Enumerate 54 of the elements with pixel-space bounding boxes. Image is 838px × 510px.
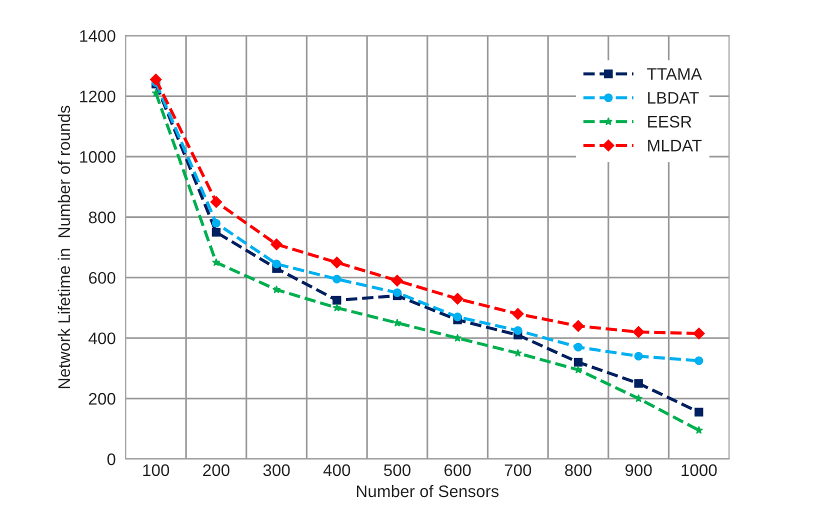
- point: [694, 356, 704, 366]
- x-tick-label: 500: [384, 464, 410, 476]
- point: [272, 260, 281, 268]
- point: [452, 292, 464, 305]
- legend-label: TTAMA: [647, 68, 702, 80]
- x-tick-label: 600: [444, 464, 471, 476]
- point: [453, 312, 462, 322]
- point: [634, 352, 643, 361]
- legend-label: MLDAT: [648, 140, 702, 152]
- y-tick-label: 1200: [80, 90, 116, 102]
- y-tick-label: 1000: [80, 151, 116, 163]
- point: [150, 74, 162, 86]
- point: [512, 308, 524, 320]
- y-axis-title: Network Lifetime in Number of rounds: [58, 106, 70, 388]
- y-tick-label: 0: [107, 453, 116, 466]
- point: [391, 274, 404, 287]
- point: [574, 358, 583, 367]
- point: [694, 408, 704, 416]
- point: [210, 196, 222, 208]
- x-tick-label: 700: [504, 464, 532, 476]
- point: [272, 285, 281, 294]
- point: [330, 256, 343, 268]
- point: [392, 288, 402, 298]
- point: [212, 218, 221, 228]
- legend-label: LBDAT: [648, 92, 699, 104]
- point: [694, 426, 704, 434]
- x-tick-label: 900: [625, 464, 652, 476]
- x-tick-label: 100: [143, 464, 170, 476]
- point: [514, 326, 522, 335]
- y-tick-label: 400: [88, 332, 116, 344]
- point: [692, 328, 705, 340]
- y-tick-label: 800: [88, 212, 116, 224]
- point: [332, 296, 342, 305]
- point: [572, 320, 584, 332]
- point: [212, 258, 220, 266]
- x-tick-label: 300: [263, 464, 290, 476]
- y-tick-label: 1400: [80, 30, 116, 42]
- legend-label: EESR: [648, 116, 692, 128]
- x-axis-title: Number of Sensors: [356, 484, 499, 498]
- point: [152, 88, 160, 97]
- y-tick-label: 200: [89, 392, 116, 405]
- point: [270, 238, 282, 250]
- point: [632, 326, 644, 338]
- point: [634, 379, 643, 388]
- point: [332, 303, 342, 312]
- point: [574, 342, 583, 352]
- point: [212, 228, 221, 237]
- x-tick-label: 400: [323, 464, 350, 476]
- point: [393, 318, 402, 327]
- x-tick-label: 200: [203, 464, 230, 476]
- x-tick-label: 1000: [682, 464, 717, 476]
- x-tick-label: 800: [565, 464, 592, 476]
- point: [332, 274, 342, 284]
- y-tick-label: 600: [89, 272, 116, 284]
